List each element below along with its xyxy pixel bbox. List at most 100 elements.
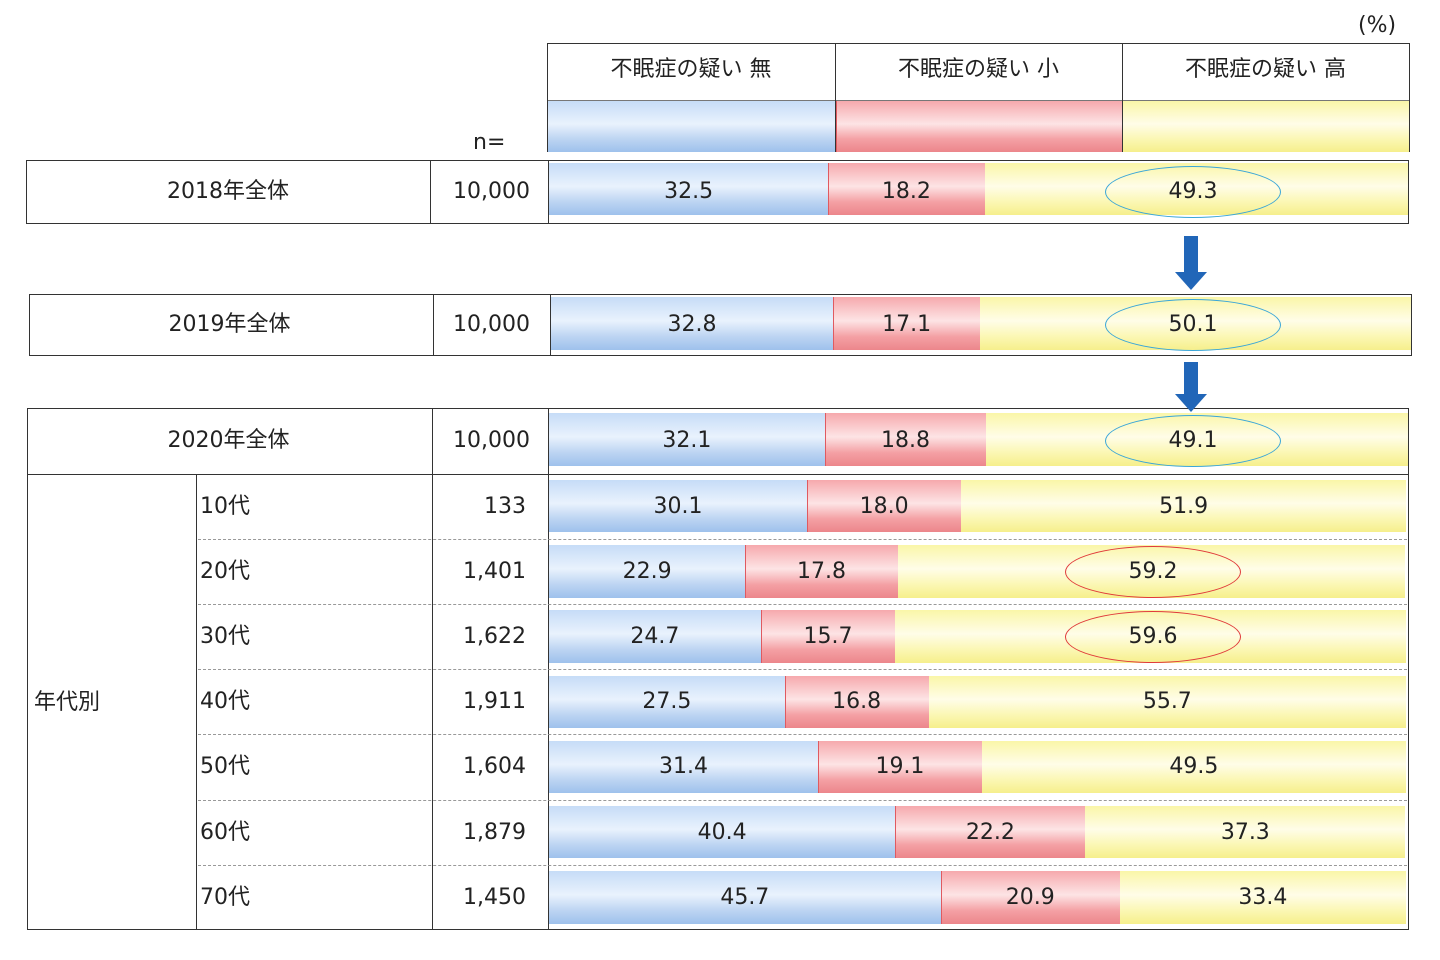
unit-label: (%) [1358, 13, 1397, 38]
bar-segment [940, 871, 1120, 924]
block-frame [27, 408, 1409, 930]
bar-value-label: 24.7 [630, 623, 680, 649]
bar-segment [549, 741, 819, 793]
legend-divider [835, 43, 836, 152]
bar-value-label: 37.3 [1220, 819, 1270, 845]
bar-value-label: 45.7 [720, 884, 770, 910]
highlight-oval [1065, 610, 1241, 663]
row-n-value: 10,000 [453, 428, 530, 453]
bar-value-label: 19.1 [875, 754, 925, 779]
bar-value-label: 18.8 [880, 428, 930, 453]
bar-segment [895, 806, 1086, 858]
row-category-label: 40代 [200, 688, 250, 714]
legend-mid-border [547, 100, 1409, 101]
bar-value-label: 40.4 [697, 819, 747, 845]
row-n-value: 1,604 [463, 754, 526, 779]
row-category-label: 10代 [200, 493, 250, 519]
bar-segment [784, 676, 929, 728]
bar-segment [928, 676, 1406, 728]
row-category-label: 2019年全体 [168, 312, 291, 337]
legend-divider [1122, 43, 1123, 152]
row-n-value: 1,401 [463, 558, 526, 584]
bar-segment [549, 676, 785, 728]
n-divider [550, 294, 551, 356]
row-n-value: 1,911 [463, 688, 526, 714]
row-dash [198, 734, 1407, 735]
bar-value-label: 32.5 [664, 179, 714, 204]
bar-segment [549, 545, 746, 598]
legend-divider [547, 43, 548, 152]
bar-segment [549, 871, 941, 924]
row-n-value: 10,000 [453, 179, 530, 204]
row-n-value: 133 [484, 493, 526, 519]
highlight-oval [1105, 415, 1281, 467]
row-separator [27, 474, 1409, 475]
bar-segment [824, 413, 987, 466]
row-frame [29, 294, 1412, 356]
row-n-value: 1,622 [463, 623, 526, 649]
bar-value-label: 55.7 [1142, 688, 1192, 714]
legend-label: 不眠症の疑い 高 [1185, 57, 1346, 82]
age-divider [196, 474, 197, 930]
legend-swatch [1123, 101, 1409, 152]
bar-segment [549, 806, 896, 858]
row-dash [198, 604, 1407, 605]
bar-segment [1085, 806, 1406, 858]
row-n-value: 1,450 [463, 884, 526, 910]
bar-segment [549, 610, 761, 663]
bar-segment [981, 741, 1406, 793]
bar-segment [745, 545, 898, 598]
row-category-label: 30代 [200, 623, 250, 649]
arrow-head [1175, 394, 1207, 412]
row-category-label: 2020年全体 [167, 428, 290, 453]
bar-value-label: 33.4 [1238, 884, 1288, 910]
row-category-label: 70代 [200, 884, 250, 910]
bar-value-label: 15.7 [803, 623, 853, 649]
bar-value-label: 51.9 [1159, 493, 1209, 519]
row-category-label: 20代 [200, 558, 250, 584]
bar-segment [549, 413, 825, 466]
arrow-shaft [1184, 362, 1198, 396]
bar-value-label: 17.8 [797, 558, 847, 584]
bar-value-label: 22.2 [965, 819, 1015, 845]
highlight-oval [1105, 166, 1281, 218]
highlight-oval [1105, 299, 1281, 351]
bar-value-label: 17.1 [882, 312, 932, 337]
bar-segment [961, 480, 1406, 532]
bar-value-label: 18.2 [881, 179, 931, 204]
row-dash [198, 865, 1407, 866]
row-n-value: 1,879 [463, 819, 526, 845]
legend-label: 不眠症の疑い 無 [610, 57, 772, 82]
bar-value-label: 49.5 [1169, 754, 1219, 779]
arrow-head [1175, 272, 1207, 290]
legend-swatch [836, 101, 1122, 152]
bar-value-label: 31.4 [659, 754, 709, 779]
bar-segment [818, 741, 982, 793]
bar-segment [806, 480, 962, 532]
row-category-label: 50代 [200, 754, 250, 779]
legend-label: 不眠症の疑い 小 [898, 57, 1059, 82]
bar-value-label: 30.1 [653, 493, 703, 519]
name-divider [433, 294, 434, 356]
bar-value-label: 32.8 [667, 312, 717, 337]
arrow-shaft [1184, 236, 1198, 274]
n-header: n= [473, 130, 506, 155]
bar-value-label: 27.5 [642, 688, 692, 714]
row-dash [198, 539, 1407, 540]
n-divider [548, 160, 549, 224]
row-category-label: 60代 [200, 819, 250, 845]
row-n-value: 10,000 [453, 312, 530, 337]
legend-swatch [548, 101, 835, 152]
bar-segment [833, 297, 981, 350]
row-category-label: 2018年全体 [167, 179, 289, 204]
bar-segment [1119, 871, 1406, 924]
name-divider [430, 160, 431, 224]
bar-segment [549, 480, 807, 532]
bar-value-label: 20.9 [1005, 884, 1055, 910]
bar-value-label: 18.0 [859, 493, 909, 519]
bar-value-label: 22.9 [622, 558, 672, 584]
bar-value-label: 16.8 [832, 688, 882, 714]
row-dash [198, 669, 1407, 670]
legend-top-border [547, 43, 1409, 44]
highlight-oval [1065, 545, 1241, 598]
